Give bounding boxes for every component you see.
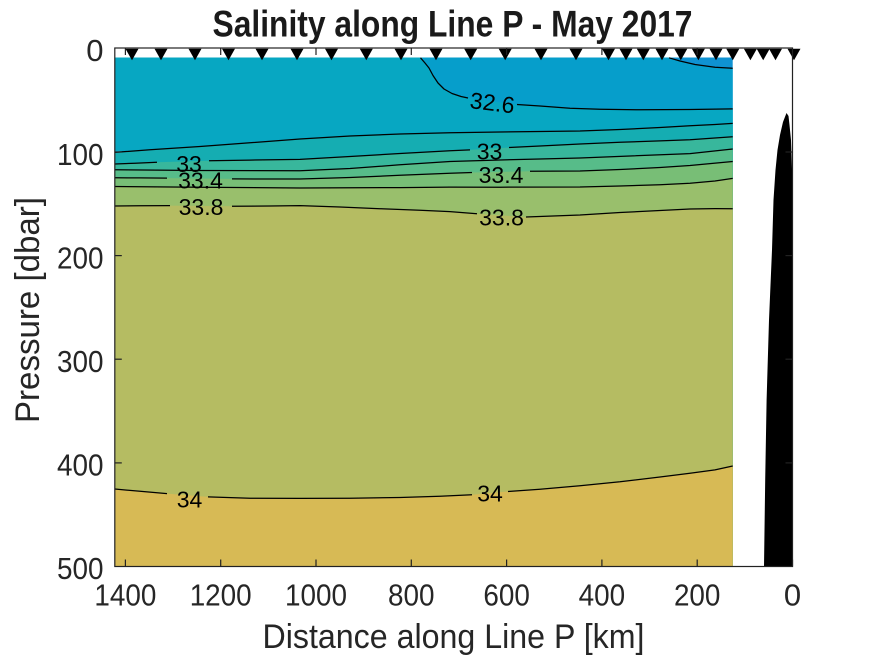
- svg-text:200: 200: [57, 240, 104, 275]
- svg-text:34: 34: [477, 480, 503, 506]
- svg-text:1200: 1200: [190, 577, 252, 612]
- svg-text:Distance along Line P [km]: Distance along Line P [km]: [263, 618, 645, 656]
- svg-text:1000: 1000: [285, 577, 347, 612]
- svg-text:Pressure [dbar]: Pressure [dbar]: [9, 197, 47, 423]
- svg-text:33: 33: [176, 151, 202, 177]
- svg-text:1400: 1400: [94, 577, 156, 612]
- svg-text:0: 0: [784, 577, 801, 612]
- svg-text:100: 100: [57, 137, 104, 172]
- svg-text:300: 300: [57, 344, 104, 379]
- svg-text:Salinity along Line P - May 20: Salinity along Line P - May 2017: [213, 3, 693, 44]
- svg-text:33.8: 33.8: [479, 204, 524, 230]
- svg-text:400: 400: [579, 577, 626, 612]
- svg-text:600: 600: [483, 577, 530, 612]
- svg-text:33: 33: [477, 138, 503, 164]
- svg-text:800: 800: [388, 577, 435, 612]
- svg-text:500: 500: [57, 551, 104, 586]
- svg-text:34: 34: [177, 487, 203, 513]
- svg-text:33.4: 33.4: [479, 162, 524, 188]
- svg-text:33.4: 33.4: [178, 167, 223, 193]
- svg-text:33.8: 33.8: [179, 194, 224, 220]
- svg-text:32.6: 32.6: [469, 87, 517, 118]
- svg-text:400: 400: [57, 448, 104, 483]
- svg-text:200: 200: [674, 577, 721, 612]
- svg-text:0: 0: [86, 33, 103, 68]
